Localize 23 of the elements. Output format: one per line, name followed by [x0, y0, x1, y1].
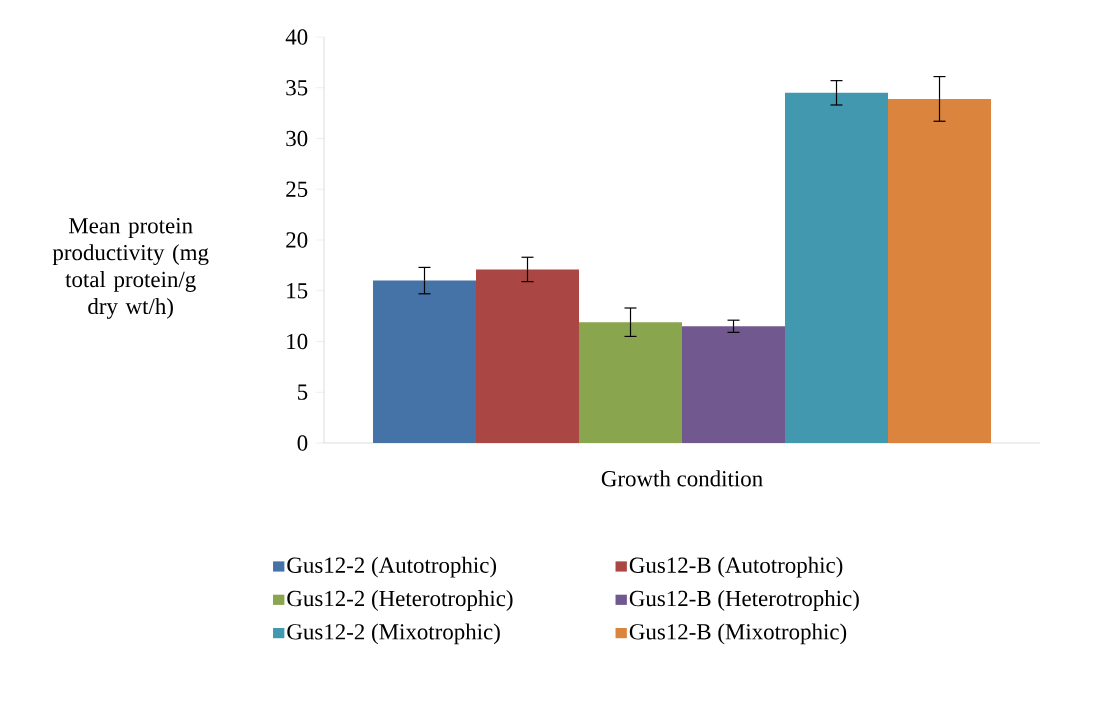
y-tick-label: 0	[297, 435, 308, 451]
bar	[373, 280, 476, 443]
bar	[888, 98, 992, 443]
y-tick-label: 25	[286, 181, 308, 197]
x-axis-title: Growth condition	[601, 470, 763, 487]
bar	[785, 92, 889, 443]
legend-label: Gus12-B (Heterotrophic)	[629, 590, 859, 611]
y-tick-label: 5	[298, 384, 308, 400]
legend-label: Gus12-2 (Heterotrophic)	[287, 590, 513, 611]
legend-label: Gus12-2 (Autotrophic)	[287, 556, 497, 578]
legend-label: Gus12-B (Autotrophic)	[629, 556, 843, 578]
bar	[579, 322, 683, 443]
legend-label: Gus12-2 (Mixotrophic)	[287, 623, 500, 645]
y-tick-label: 40	[285, 29, 308, 45]
y-tick-label: 15	[287, 283, 308, 299]
y-axis-title: Mean protein productivity (mg total protein/g dry wt/h)	[52, 218, 209, 319]
legend-label: Gus12-B (Mixotrophic)	[629, 623, 847, 645]
y-tick-label: 35	[286, 80, 308, 96]
y-tick-label: 30	[286, 130, 308, 147]
y-tick-label: 10	[287, 333, 308, 350]
bar	[476, 269, 579, 443]
y-tick-label: 20	[286, 232, 308, 248]
bar	[682, 326, 786, 443]
